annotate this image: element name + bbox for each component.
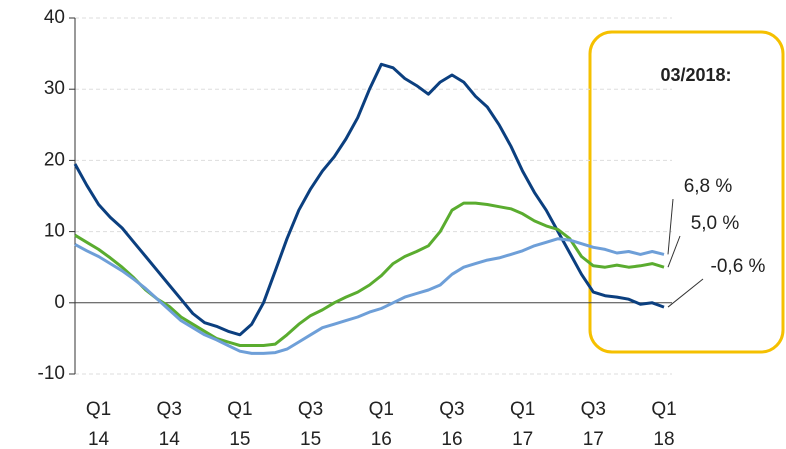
x-tick-label: 18: [653, 429, 674, 449]
value-label: 6,8 %: [684, 176, 733, 197]
x-tick-label: Q1: [86, 399, 111, 420]
x-tick-label: Q3: [581, 399, 606, 420]
series-line: [74, 237, 665, 355]
x-tick-label: Q1: [227, 399, 252, 420]
series-line: [73, 62, 665, 337]
x-tick-label: Q3: [298, 399, 323, 420]
leader-line: [667, 235, 681, 268]
y-tick-label: -10: [38, 363, 65, 384]
y-tick-label: 30: [44, 78, 65, 99]
annotation: 03/2018:: [660, 65, 731, 85]
x-tick-label: Q1: [510, 399, 535, 420]
leader-line: [667, 278, 704, 308]
y-tick-label: 20: [44, 149, 65, 170]
x-tick-label: 17: [512, 429, 533, 449]
x-tick-label: 15: [229, 429, 250, 449]
y-tick-label: 10: [44, 221, 65, 242]
leader-line: [667, 198, 674, 255]
x-tick-label: Q1: [369, 399, 394, 420]
y-tick-label: 0: [54, 292, 65, 313]
x-tick-label: Q1: [651, 399, 676, 420]
x-tick-label: 15: [300, 429, 321, 449]
x-tick-label: 14: [159, 429, 181, 449]
x-tick-label: 16: [371, 429, 392, 449]
highlight-box: [588, 30, 785, 354]
value-label: -0,6 %: [711, 256, 766, 277]
x-tick-label: Q3: [439, 399, 464, 420]
x-tick-label: 17: [583, 429, 604, 449]
x-tick-label: 16: [441, 429, 462, 449]
x-tick-label: 14: [88, 429, 110, 449]
series-line: [74, 201, 665, 347]
y-tick-label: 40: [44, 7, 65, 28]
x-tick-label: Q3: [157, 399, 182, 420]
value-label: 5,0 %: [691, 213, 740, 234]
